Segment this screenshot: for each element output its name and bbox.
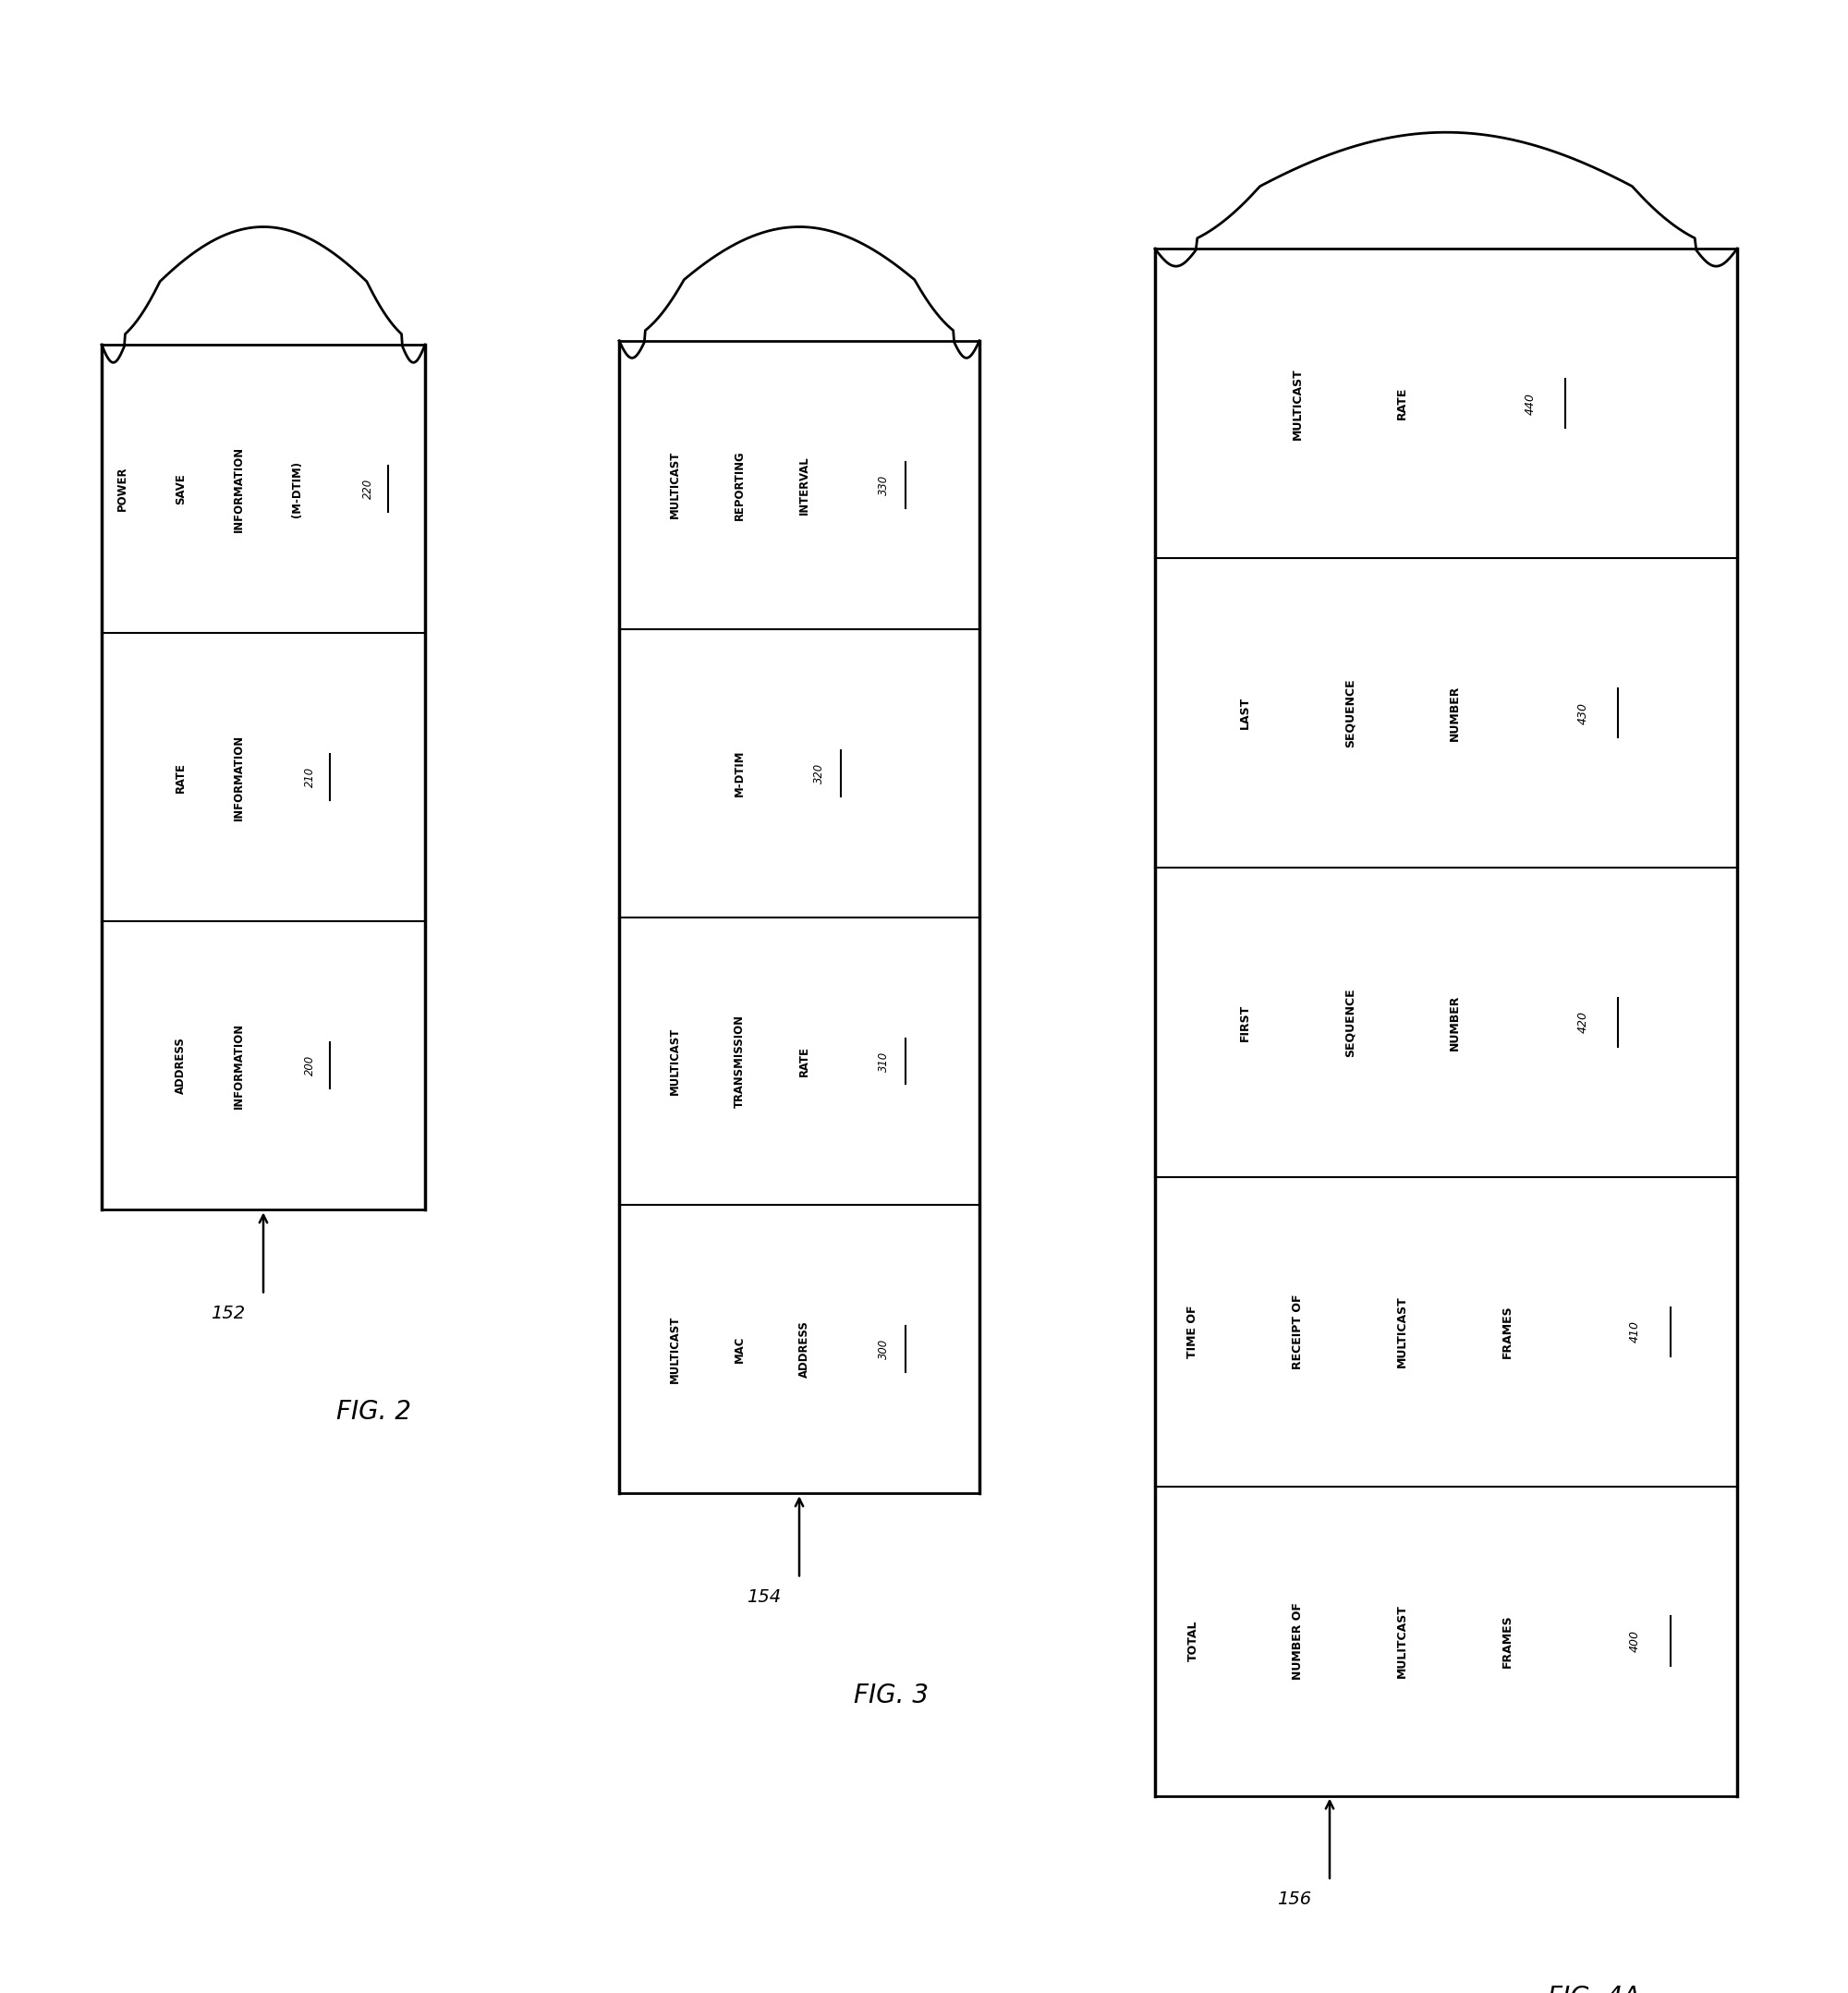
Text: MULTICAST: MULTICAST [669, 1026, 680, 1094]
Text: FRAMES: FRAMES [1501, 1305, 1514, 1359]
Text: FIRST: FIRST [1240, 1004, 1251, 1040]
Text: SAVE: SAVE [176, 474, 187, 504]
Text: INFORMATION: INFORMATION [233, 446, 246, 532]
Bar [1155, 249, 1737, 1796]
Text: RATE: RATE [798, 1046, 811, 1076]
Text: FIG. 3: FIG. 3 [854, 1682, 930, 1708]
Text: 420: 420 [1576, 1010, 1589, 1034]
Text: MULTICAST: MULTICAST [1397, 1295, 1408, 1367]
Text: ADDRESS: ADDRESS [798, 1321, 811, 1377]
Text: REPORTING: REPORTING [734, 450, 747, 520]
Text: 400: 400 [1630, 1630, 1641, 1652]
Text: SEQUENCE: SEQUENCE [1343, 678, 1356, 747]
Text: MULTICAST: MULTICAST [669, 1315, 680, 1383]
Text: 220: 220 [362, 478, 375, 498]
Text: LAST: LAST [1240, 698, 1251, 729]
Text: MULITCAST: MULITCAST [1397, 1604, 1408, 1678]
Text: TRANSMISSION: TRANSMISSION [734, 1014, 747, 1108]
Text: POWER: POWER [116, 466, 129, 512]
Text: 200: 200 [305, 1056, 316, 1076]
Text: 440: 440 [1525, 393, 1536, 415]
Bar [619, 341, 979, 1493]
Text: NUMBER: NUMBER [1449, 995, 1460, 1050]
Text: MAC: MAC [734, 1335, 747, 1363]
Text: RECEIPT OF: RECEIPT OF [1292, 1293, 1303, 1369]
Text: RATE: RATE [1397, 387, 1408, 421]
Text: 320: 320 [813, 763, 824, 783]
Text: TIME OF: TIME OF [1186, 1305, 1199, 1359]
Polygon shape [1155, 132, 1737, 267]
Text: 430: 430 [1576, 702, 1589, 723]
Text: 330: 330 [878, 474, 891, 494]
Text: NUMBER OF: NUMBER OF [1292, 1602, 1303, 1680]
Polygon shape [102, 227, 425, 363]
Text: (M-DTIM): (M-DTIM) [292, 460, 303, 516]
Text: M-DTIM: M-DTIM [734, 749, 747, 797]
Text: TOTAL: TOTAL [1186, 1620, 1199, 1662]
Text: 156: 156 [1277, 1891, 1312, 1907]
Polygon shape [619, 227, 979, 359]
Text: ADDRESS: ADDRESS [176, 1036, 187, 1094]
Text: INFORMATION: INFORMATION [233, 733, 246, 821]
Text: 154: 154 [747, 1588, 780, 1606]
Bar [102, 345, 425, 1210]
Text: 152: 152 [211, 1303, 244, 1321]
Text: MULTICAST: MULTICAST [1292, 367, 1303, 438]
Text: FIG. 2: FIG. 2 [336, 1399, 412, 1425]
Text: SEQUENCE: SEQUENCE [1343, 989, 1356, 1056]
Text: 410: 410 [1630, 1321, 1641, 1343]
Text: 210: 210 [305, 767, 316, 787]
Text: 310: 310 [878, 1050, 891, 1072]
Text: NUMBER: NUMBER [1449, 686, 1460, 741]
Text: INTERVAL: INTERVAL [798, 456, 811, 514]
Text: MULTICAST: MULTICAST [669, 450, 680, 518]
Text: FIG. 4A: FIG. 4A [1547, 1985, 1641, 1993]
Text: FRAMES: FRAMES [1501, 1614, 1514, 1668]
Text: 300: 300 [878, 1339, 891, 1359]
Text: RATE: RATE [176, 761, 187, 793]
Text: INFORMATION: INFORMATION [233, 1022, 246, 1108]
